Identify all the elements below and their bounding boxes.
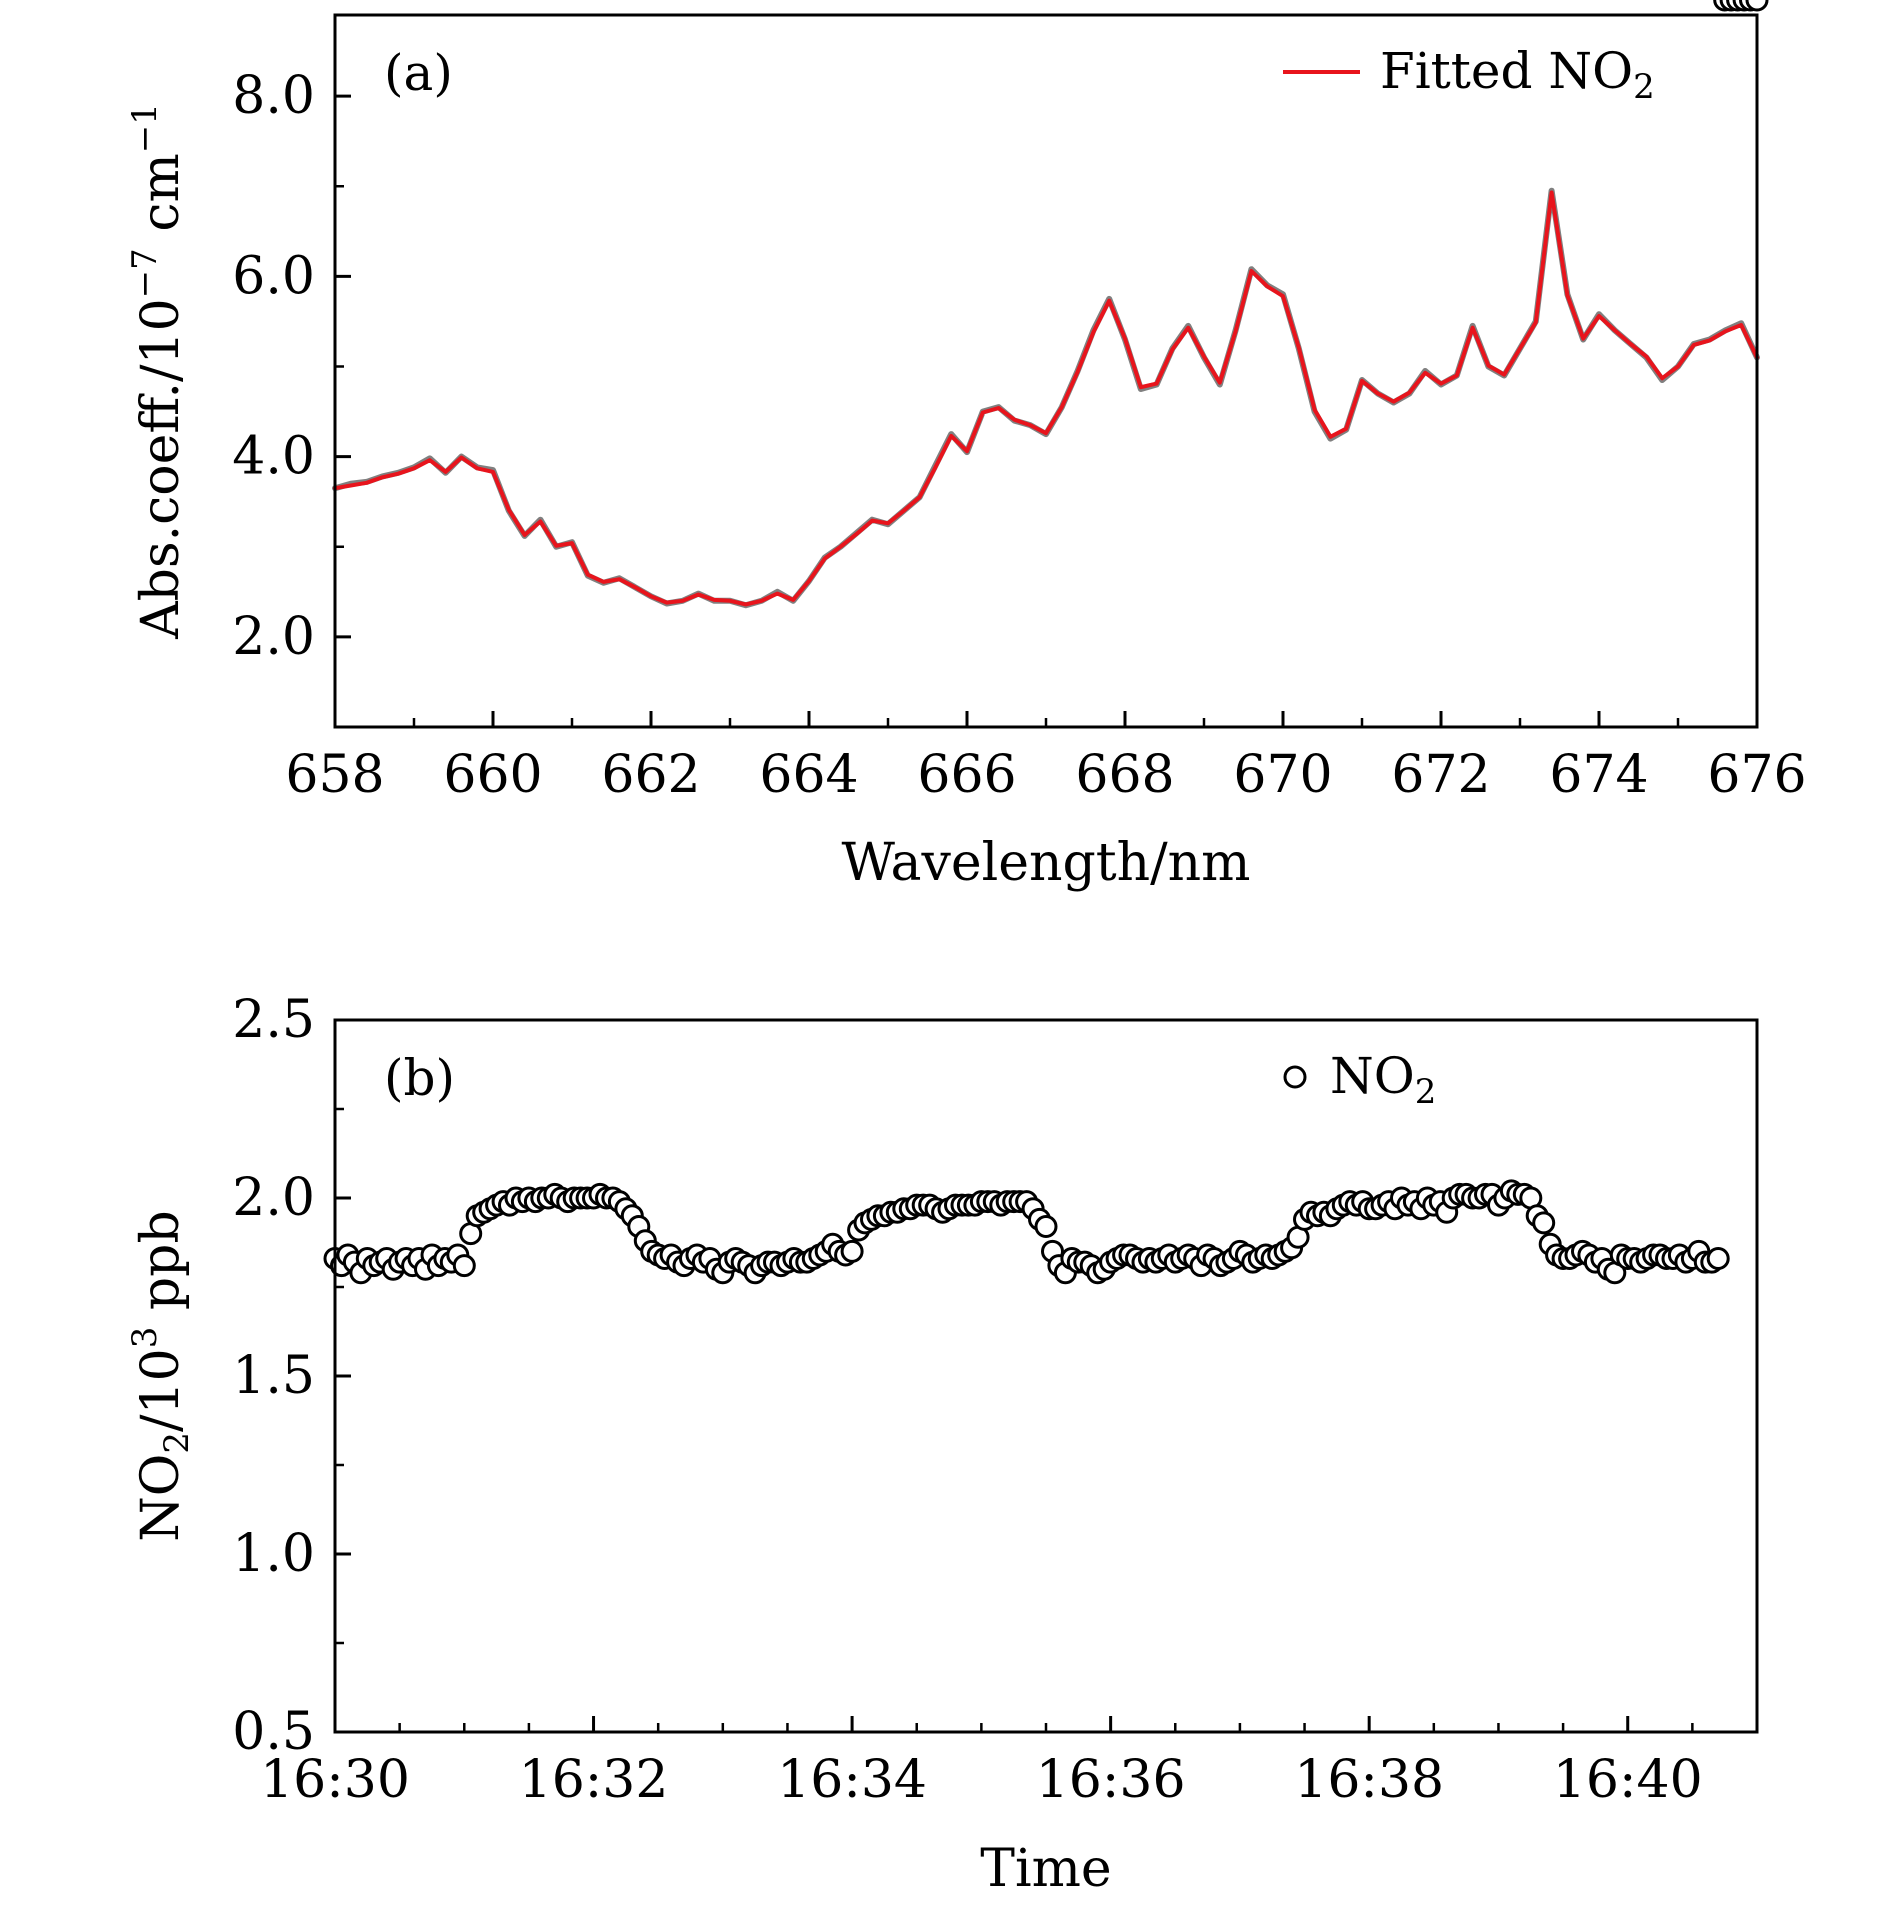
panel-a-x-tick-label: 660 [443, 745, 542, 805]
panel-a-series-line-fitted [333, 190, 1759, 607]
panel-b-data-point [840, 1239, 864, 1263]
panel-b-y-tick-label: 1.0 [232, 1524, 315, 1584]
panel-b-x-tick-label: 16:32 [519, 1750, 669, 1810]
panel-a-x-tick-label: 672 [1391, 745, 1490, 805]
panel-a-x-tick-label: 670 [1233, 745, 1332, 805]
panel-a-x-tick-label: 658 [285, 745, 384, 805]
panel-b-y-axis-title: NO2/103 ppb [125, 1210, 197, 1542]
legend-marker-no2 [1283, 1065, 1307, 1089]
panel-b-frame [333, 1018, 1759, 1734]
panel-b-x-tick-label: 16:36 [1036, 1750, 1186, 1810]
panel-b-data-point [1745, 0, 1769, 12]
panel-b-x-tick-label: 16:30 [260, 1750, 410, 1810]
panel-a-x-tick-label: 674 [1549, 745, 1648, 805]
panel-b-label: (b) [384, 1049, 455, 1107]
panel-b-x-tick-label: 16:38 [1294, 1750, 1444, 1810]
panel-b-y-tick-label: 2.5 [232, 990, 315, 1050]
panel-a-x-tick-label: 676 [1707, 745, 1806, 805]
panel-b-x-tick-label: 16:40 [1553, 1750, 1703, 1810]
panel-a-y-tick-label: 6.0 [232, 246, 315, 306]
panel-a-x-tick-label: 666 [917, 745, 1016, 805]
panel-a-y-tick-label: 4.0 [232, 427, 315, 487]
panel-a-label: (a) [384, 44, 453, 102]
panel-b-data-point [1034, 1215, 1058, 1238]
panel-b-data-point [1532, 1211, 1556, 1235]
panel-a-x-tick-label: 668 [1075, 745, 1174, 805]
panel-b-y-tick-label: 0.5 [232, 1702, 315, 1762]
panel-a-y-tick-label: 8.0 [232, 66, 315, 126]
panel-b-legend: NO2 [1283, 1047, 1436, 1112]
panel-b-x-tick-label: 16:34 [777, 1750, 927, 1810]
panel-a-frame [333, 13, 1759, 729]
panel-a-x-tick-label: 664 [759, 745, 858, 805]
panel-a-y-tick-label: 2.0 [232, 607, 315, 667]
panel-b-y-tick-label: 1.5 [232, 1346, 315, 1406]
panel-a-x-axis-title: Wavelength/nm [842, 833, 1251, 893]
panel-a-legend: Fitted NO2 [1283, 42, 1655, 107]
panel-b-y-tick-label: 2.0 [232, 1168, 315, 1228]
panel-b-data-point [1706, 1247, 1730, 1270]
panel-b-chart: 16:30 16:32 16:34 16:36 16:38 16:40 0.5 1.0 1.5 2… [125, 0, 1769, 1899]
legend-label-no2: NO2 [1330, 1047, 1436, 1112]
panel-b-x-axis-title: Time [980, 1839, 1111, 1899]
panel-a-x-tick-label: 662 [601, 745, 700, 805]
panel-a-y-axis-title: Abs.coeff./10−7 cm−1 [125, 103, 191, 640]
panel-b-data-point [452, 1254, 476, 1278]
panel-a-chart: 658 660 662 664 666 668 670 672 674 676 2.0 4.0 6.0 8… [125, 13, 1807, 893]
legend-label-fitted: Fitted NO2 [1380, 42, 1655, 107]
